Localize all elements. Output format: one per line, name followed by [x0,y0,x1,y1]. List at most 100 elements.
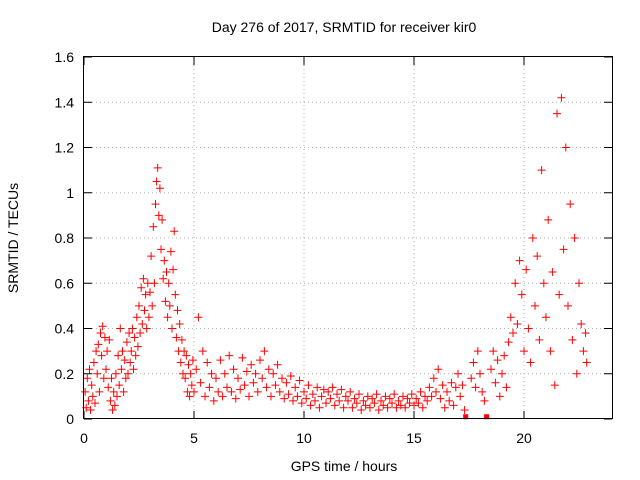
data-point [313,383,322,392]
data-point [570,234,579,242]
data-point [438,381,447,390]
data-point [330,401,339,410]
data-point [118,347,127,356]
data-point [502,383,511,392]
data-point [175,319,184,328]
data-point [132,313,141,322]
data-point [531,301,539,310]
x-axis-title: GPS time / hours [291,458,398,474]
data-point [355,390,363,399]
y-tick-label: 1.2 [55,140,75,156]
data-point [337,385,346,394]
data-point [366,403,374,412]
data-point [407,390,416,399]
data-point [168,324,176,333]
data-point [186,369,195,378]
data-point [188,356,197,365]
data-point [322,399,330,408]
data-point [526,358,535,367]
data-point [155,184,164,193]
data-point [163,313,172,322]
data-point [374,405,383,414]
data-point [158,215,167,224]
data-point [111,369,120,378]
data-point [293,392,302,401]
data-point [436,394,445,403]
data-points [81,93,591,420]
y-tick-label: 1.6 [55,49,75,65]
data-point [425,383,434,392]
data-point [109,387,118,396]
data-point [533,252,542,261]
data-point [187,381,196,390]
data-point [165,301,174,310]
data-point [190,387,198,396]
data-point [106,396,115,405]
data-point [326,394,335,403]
data-point [89,358,98,367]
data-point [93,369,102,378]
data-point [557,93,566,102]
data-point [218,392,227,401]
data-point [136,329,145,338]
data-point [443,387,451,396]
data-point [108,405,117,414]
data-point [539,279,548,288]
data-point [121,374,130,383]
data-point [234,374,242,383]
data-point [267,392,275,401]
data-point [96,329,105,338]
data-point [231,394,240,403]
data-point [225,351,234,360]
data-point [513,319,522,328]
data-point [245,392,253,401]
data-point [129,365,138,374]
data-point [242,367,251,376]
data-point [282,378,291,387]
data-point [83,374,92,383]
data-point [146,288,154,297]
data-point [273,360,282,369]
data-point [176,358,185,367]
data-point [379,401,388,410]
data-point [150,279,159,288]
data-point [87,381,96,390]
data-point [390,390,399,399]
data-point [182,351,191,360]
data-point [403,394,412,403]
x-tick-label: 0 [80,430,88,446]
data-point [115,381,124,390]
data-point [414,399,423,408]
data-point [99,374,108,383]
data-point [416,387,425,396]
data-point [548,267,557,276]
data-point [449,401,458,410]
data-point [451,383,460,392]
data-point [97,351,106,360]
data-point [385,394,394,403]
data-point [177,335,186,344]
data-point [561,143,570,152]
data-point [127,347,136,356]
x-axis-ticks: 0 5 10 15 20 [80,57,532,446]
data-point [172,333,181,342]
data-point [117,365,126,374]
data-point [125,329,134,338]
data-point [278,374,286,383]
data-point [577,319,586,328]
data-point [335,396,344,405]
data-point [368,394,377,403]
data-point [253,387,262,396]
data-point [535,335,544,344]
data-point [179,369,187,378]
data-point [566,200,575,209]
data-point [164,279,173,288]
data-point [418,403,427,412]
data-point [544,215,553,224]
y-tick-label: 0.4 [55,321,75,337]
data-point [169,265,178,274]
data-point [92,347,101,356]
data-point [372,390,381,399]
data-point [405,399,414,408]
